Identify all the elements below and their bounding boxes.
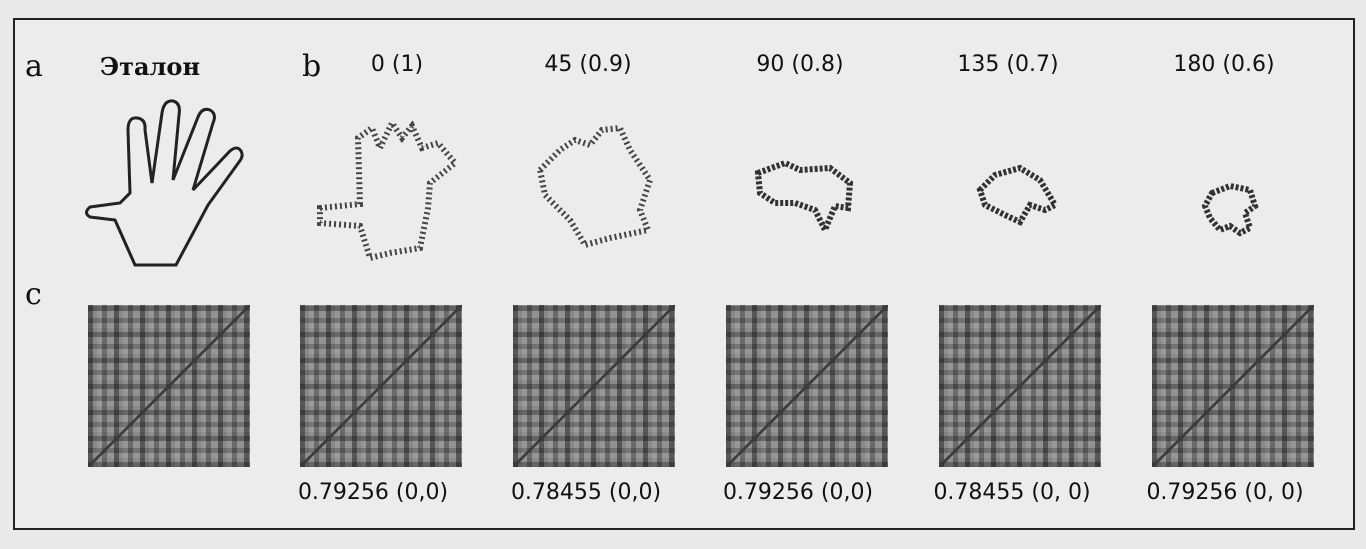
- angle-label-180: 180 (0.6): [1173, 52, 1275, 77]
- correlation-value-0: 0.79256 (0,0): [297, 480, 449, 505]
- similarity-matrix-45: [513, 305, 675, 467]
- correlation-value-45: 0.78455 (0,0): [510, 480, 662, 505]
- similarity-matrix-180: [1152, 305, 1314, 467]
- similarity-matrix-135: [939, 305, 1101, 467]
- hand-shape-135: [976, 164, 1060, 226]
- similarity-matrix-0: [300, 305, 462, 467]
- similarity-matrix-90: [726, 305, 888, 467]
- angle-label-45: 45 (0.9): [544, 52, 632, 77]
- angle-label-0: 0 (1): [370, 52, 424, 77]
- hand-shape-180: [1201, 182, 1259, 237]
- panel-label-b: b: [302, 49, 322, 84]
- angle-label-90: 90 (0.8): [756, 52, 844, 77]
- hand-shape-0: [317, 116, 460, 262]
- angle-label-135: 135 (0.7): [957, 52, 1059, 77]
- panel-label-a: a: [25, 49, 43, 84]
- reference-hand-shape: [85, 99, 244, 267]
- hand-shape-45: [536, 124, 654, 249]
- panel-label-c: c: [25, 277, 42, 312]
- hand-shape-90: [754, 159, 854, 238]
- correlation-value-135: 0.78455 (0, 0): [933, 480, 1091, 505]
- correlation-value-180: 0.79256 (0, 0): [1146, 480, 1304, 505]
- correlation-value-90: 0.79256 (0,0): [722, 480, 874, 505]
- similarity-matrix-reference: [88, 305, 250, 467]
- reference-title: Эталон: [100, 52, 201, 81]
